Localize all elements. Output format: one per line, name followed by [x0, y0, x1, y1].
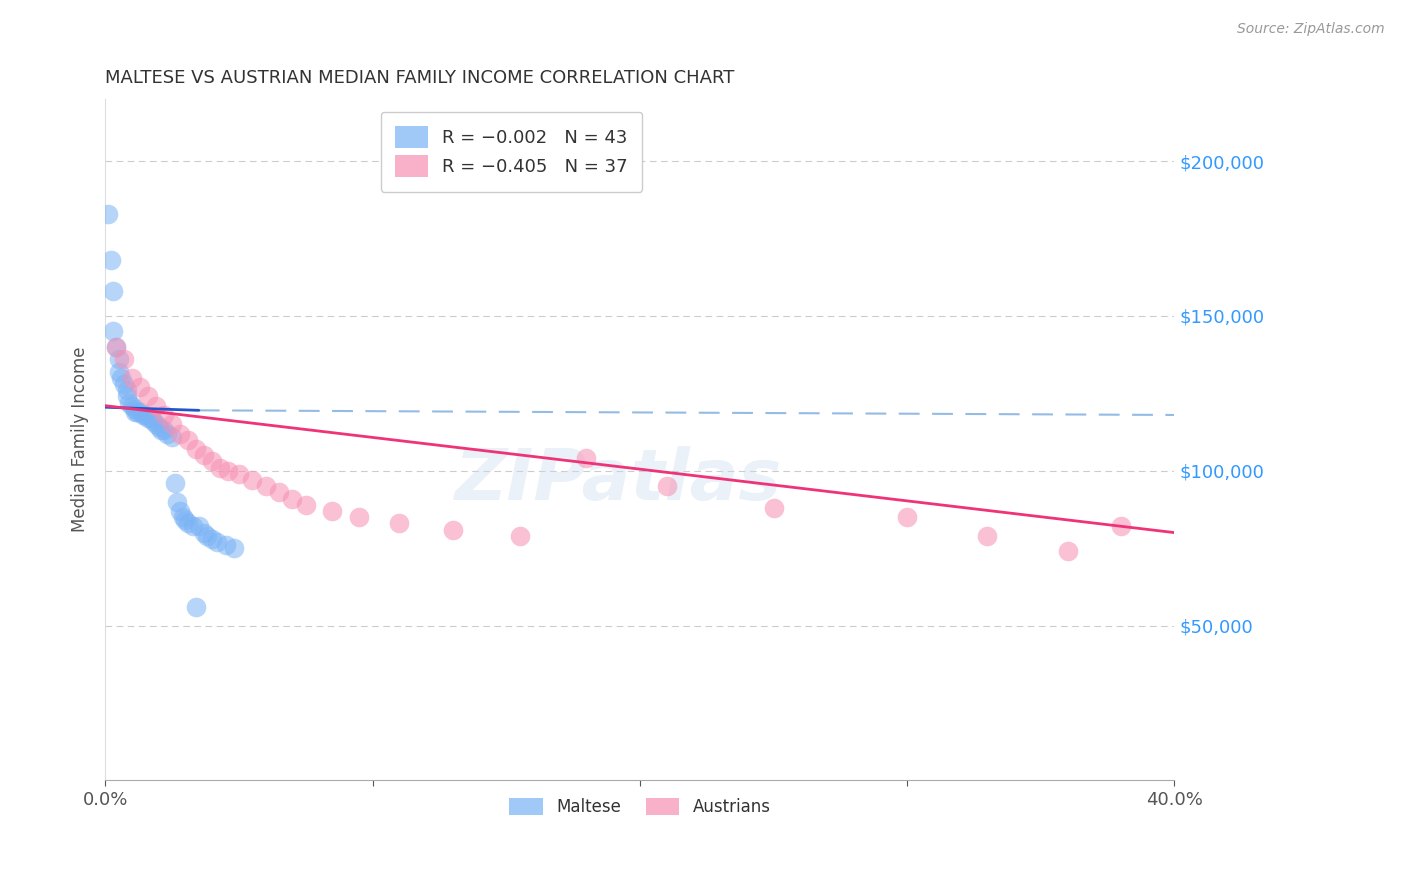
Point: [156, 426, 179, 441]
Point: [321, 504, 343, 518]
Y-axis label: Median Family Income: Median Family Income: [72, 347, 89, 533]
Point: [166, 494, 188, 508]
Point: [347, 510, 370, 524]
Point: [103, 325, 125, 339]
Point: [121, 399, 143, 413]
Point: [187, 519, 209, 533]
Text: MALTESE VS AUSTRIAN MEDIAN FAMILY INCOME CORRELATION CHART: MALTESE VS AUSTRIAN MEDIAN FAMILY INCOME…: [105, 69, 734, 87]
Point: [169, 426, 191, 441]
Point: [441, 523, 464, 537]
Point: [100, 253, 122, 268]
Text: ZIPatlas: ZIPatlas: [454, 446, 782, 515]
Point: [655, 479, 678, 493]
Point: [153, 424, 176, 438]
Point: [976, 529, 998, 543]
Point: [112, 352, 135, 367]
Point: [201, 454, 224, 468]
Point: [148, 420, 170, 434]
Point: [207, 535, 229, 549]
Point: [129, 380, 152, 394]
Point: [134, 408, 156, 422]
Point: [209, 460, 232, 475]
Point: [115, 383, 138, 397]
Point: [153, 408, 176, 422]
Point: [174, 513, 197, 527]
Legend: Maltese, Austrians: Maltese, Austrians: [502, 791, 778, 823]
Point: [193, 525, 215, 540]
Point: [136, 411, 159, 425]
Point: [142, 414, 165, 428]
Point: [160, 430, 183, 444]
Point: [1109, 519, 1132, 533]
Point: [145, 399, 167, 413]
Point: [160, 417, 183, 432]
Point: [121, 371, 143, 385]
Point: [163, 476, 186, 491]
Point: [103, 284, 125, 298]
Point: [124, 401, 146, 416]
Point: [104, 340, 127, 354]
Point: [228, 467, 250, 481]
Point: [124, 405, 146, 419]
Point: [136, 389, 159, 403]
Point: [112, 377, 135, 392]
Point: [762, 500, 785, 515]
Point: [281, 491, 304, 506]
Point: [1056, 544, 1078, 558]
Point: [193, 448, 215, 462]
Point: [184, 442, 207, 456]
Point: [110, 371, 132, 385]
Point: [127, 405, 149, 419]
Point: [169, 504, 191, 518]
Point: [217, 464, 239, 478]
Point: [575, 451, 598, 466]
Point: [184, 599, 207, 614]
Point: [294, 498, 316, 512]
Point: [195, 529, 218, 543]
Point: [201, 532, 224, 546]
Point: [145, 417, 167, 432]
Point: [118, 395, 141, 409]
Point: [214, 538, 236, 552]
Point: [172, 510, 194, 524]
Point: [139, 411, 162, 425]
Point: [150, 424, 173, 438]
Point: [222, 541, 245, 555]
Point: [896, 510, 918, 524]
Point: [97, 207, 120, 221]
Point: [177, 433, 200, 447]
Point: [129, 405, 152, 419]
Point: [115, 389, 138, 403]
Point: [267, 485, 290, 500]
Point: [254, 479, 277, 493]
Point: [107, 352, 129, 367]
Point: [240, 473, 263, 487]
Text: Source: ZipAtlas.com: Source: ZipAtlas.com: [1237, 22, 1385, 37]
Point: [107, 365, 129, 379]
Point: [104, 340, 127, 354]
Point: [509, 529, 531, 543]
Point: [177, 516, 200, 531]
Point: [388, 516, 411, 531]
Point: [183, 519, 205, 533]
Point: [131, 408, 153, 422]
